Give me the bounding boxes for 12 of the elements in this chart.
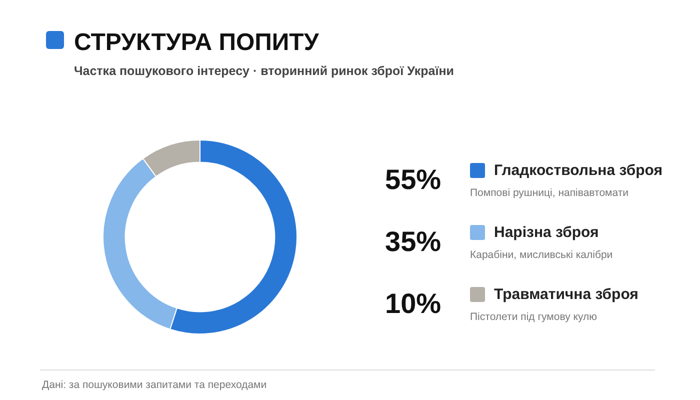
text: Дані: за пошуковими запитами та переходами	[42, 379, 267, 391]
data-label: 10%	[385, 288, 442, 319]
text: Карабіни, мисливські калібри	[470, 249, 613, 261]
chart-title: СТРУКТУРА ПОПИТУ	[74, 29, 320, 56]
text: Помпові рушниці, напівавтомати	[470, 187, 629, 199]
legend-label: Гладкоствольна зброя	[494, 162, 662, 179]
data-label: 35%	[385, 226, 442, 257]
chart-subtitle: Частка пошукового інтересу · вторинний ринок зброї України	[74, 64, 454, 78]
legend-label: Травматична зброя	[494, 286, 638, 303]
data-label: 55%	[385, 164, 442, 195]
text: Пістолети під гумову кулю	[470, 311, 597, 323]
legend-label: Нарізна зброя	[494, 224, 599, 241]
